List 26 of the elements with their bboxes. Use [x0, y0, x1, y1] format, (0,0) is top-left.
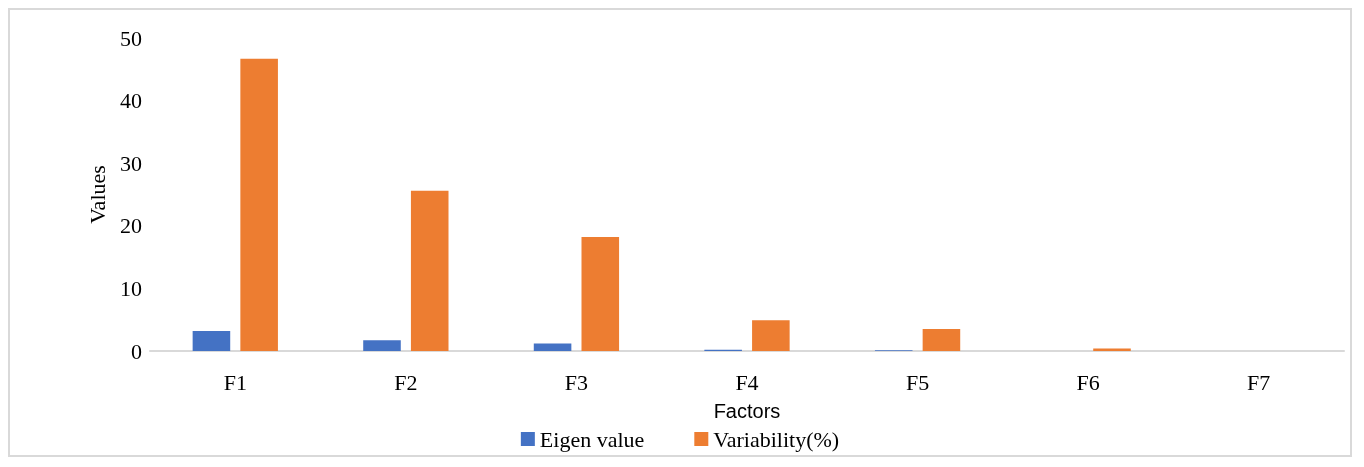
bar [922, 329, 961, 351]
bar [192, 330, 231, 351]
bar [533, 343, 572, 351]
y-tick-label: 20 [120, 213, 142, 239]
y-tick-label: 40 [120, 88, 142, 114]
y-tick-label: 0 [131, 338, 142, 364]
x-tick-label: F4 [735, 369, 759, 395]
y-tick-label: 30 [120, 150, 142, 176]
legend-label: Variability(%) [713, 426, 840, 452]
x-tick-label: F7 [1247, 369, 1271, 395]
bar [240, 58, 278, 351]
x-axis-title: Factors [713, 400, 781, 422]
y-tick-label: 50 [120, 25, 142, 51]
x-tick-label: F3 [564, 369, 589, 395]
bar [1093, 348, 1131, 351]
bar [363, 340, 401, 351]
x-tick-label: F6 [1076, 369, 1100, 395]
x-tick-label: F5 [905, 369, 930, 395]
y-axis-title: Values [84, 165, 110, 224]
legend-label: Eigen value [539, 426, 645, 452]
bar [410, 190, 449, 351]
bar [581, 237, 620, 351]
y-tick-label: 10 [120, 275, 142, 301]
bar [752, 320, 790, 351]
x-tick-label: F2 [394, 369, 418, 395]
x-tick-label: F1 [223, 369, 247, 395]
